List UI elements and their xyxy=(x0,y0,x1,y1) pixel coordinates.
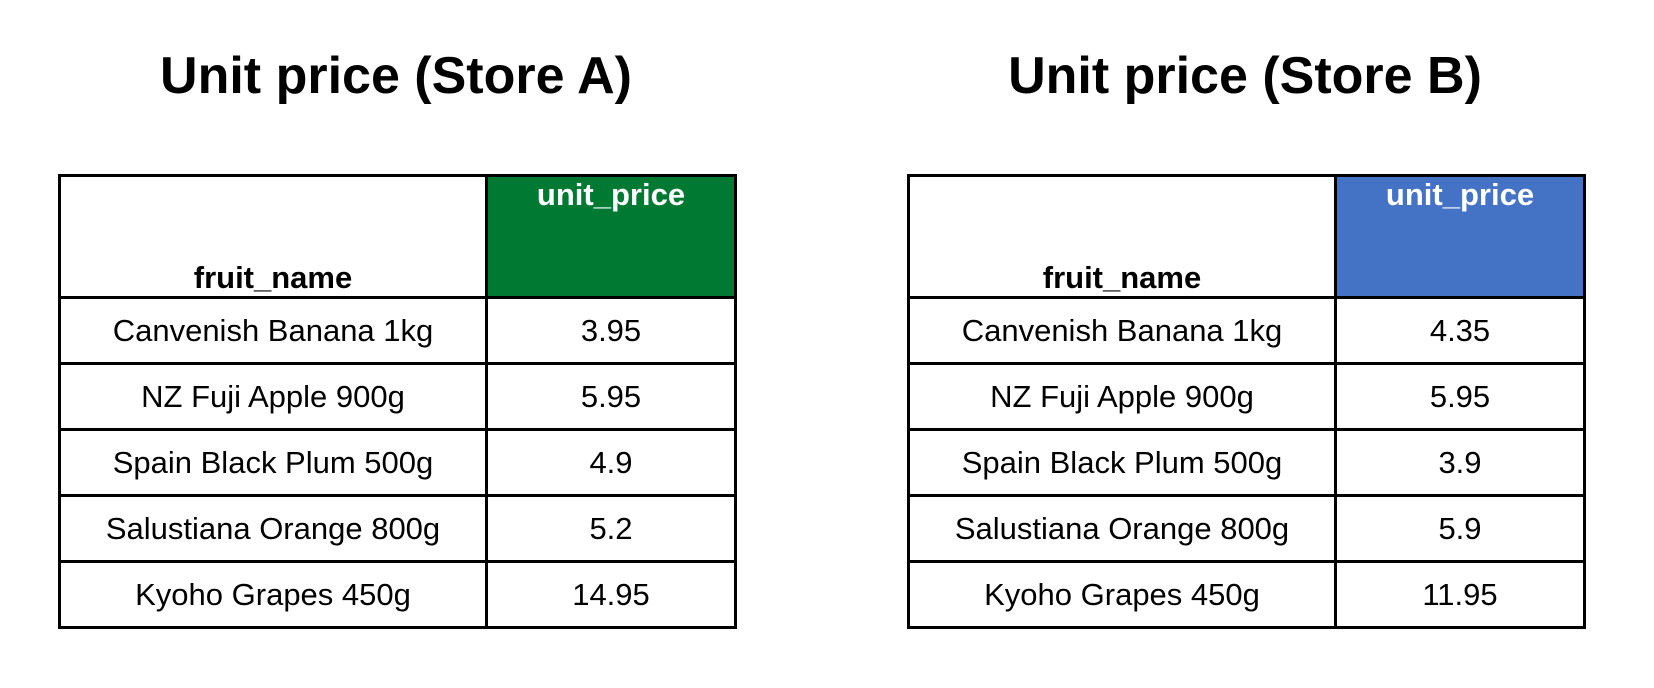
table-row: Canvenish Banana 1kg 3.95 xyxy=(58,296,737,365)
unit-price-cell: 4.35 xyxy=(1334,296,1586,365)
table-row: Kyoho Grapes 450g 14.95 xyxy=(58,560,737,629)
table-row: NZ Fuji Apple 900g 5.95 xyxy=(58,362,737,431)
table-row: Canvenish Banana 1kg 4.35 xyxy=(907,296,1586,365)
fruit-name-cell: Kyoho Grapes 450g xyxy=(58,560,488,629)
fruit-name-cell: NZ Fuji Apple 900g xyxy=(907,362,1337,431)
unit-price-cell: 5.95 xyxy=(1334,362,1586,431)
unit-price-cell: 5.9 xyxy=(1334,494,1586,563)
store-a-title: Unit price (Store A) xyxy=(160,47,632,105)
fruit-name-cell: Spain Black Plum 500g xyxy=(907,428,1337,497)
unit-price-cell: 4.9 xyxy=(485,428,737,497)
table-row: Salustiana Orange 800g 5.9 xyxy=(907,494,1586,563)
table-row: Spain Black Plum 500g 3.9 xyxy=(907,428,1586,497)
unit-price-cell: 3.9 xyxy=(1334,428,1586,497)
column-header-unit-price: unit_price xyxy=(1334,174,1586,299)
unit-price-cell: 3.95 xyxy=(485,296,737,365)
fruit-name-cell: Salustiana Orange 800g xyxy=(58,494,488,563)
column-header-unit-price: unit_price xyxy=(485,174,737,299)
table-row: NZ Fuji Apple 900g 5.95 xyxy=(907,362,1586,431)
fruit-name-cell: Canvenish Banana 1kg xyxy=(907,296,1337,365)
table-row: Kyoho Grapes 450g 11.95 xyxy=(907,560,1586,629)
column-header-fruit-name: fruit_name xyxy=(907,174,1337,299)
fruit-name-cell: Kyoho Grapes 450g xyxy=(907,560,1337,629)
store-b-table: fruit_name unit_price Canvenish Banana 1… xyxy=(907,174,1586,629)
column-header-fruit-name: fruit_name xyxy=(58,174,488,299)
store-a-table: fruit_name unit_price Canvenish Banana 1… xyxy=(58,174,737,629)
fruit-name-cell: Salustiana Orange 800g xyxy=(907,494,1337,563)
unit-price-cell: 5.95 xyxy=(485,362,737,431)
table-header-row: fruit_name unit_price xyxy=(58,174,737,299)
store-b-title: Unit price (Store B) xyxy=(1008,47,1482,105)
table-row: Salustiana Orange 800g 5.2 xyxy=(58,494,737,563)
unit-price-cell: 5.2 xyxy=(485,494,737,563)
fruit-name-cell: Spain Black Plum 500g xyxy=(58,428,488,497)
table-header-row: fruit_name unit_price xyxy=(907,174,1586,299)
fruit-name-cell: NZ Fuji Apple 900g xyxy=(58,362,488,431)
fruit-name-cell: Canvenish Banana 1kg xyxy=(58,296,488,365)
unit-price-cell: 11.95 xyxy=(1334,560,1586,629)
unit-price-cell: 14.95 xyxy=(485,560,737,629)
table-row: Spain Black Plum 500g 4.9 xyxy=(58,428,737,497)
